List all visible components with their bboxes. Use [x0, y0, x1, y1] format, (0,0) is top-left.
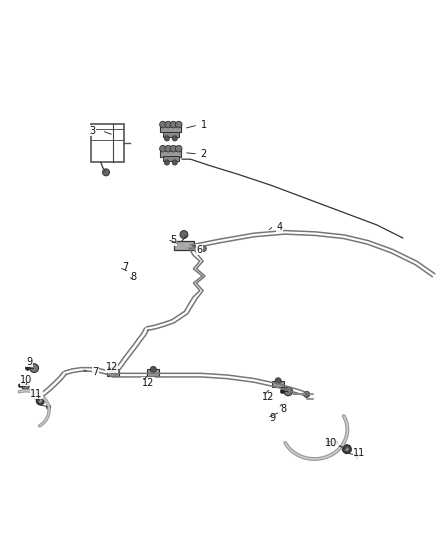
Text: 7: 7	[92, 367, 99, 377]
Circle shape	[326, 441, 329, 445]
Text: 12: 12	[142, 377, 154, 387]
Circle shape	[172, 160, 177, 165]
Circle shape	[21, 382, 29, 390]
Circle shape	[18, 384, 22, 387]
Text: 5: 5	[170, 235, 176, 245]
FancyBboxPatch shape	[163, 132, 179, 137]
Text: 8: 8	[131, 272, 137, 282]
Text: 6: 6	[196, 245, 202, 255]
FancyBboxPatch shape	[163, 156, 179, 161]
FancyBboxPatch shape	[174, 241, 194, 250]
Text: 7: 7	[122, 262, 128, 272]
Circle shape	[329, 439, 337, 447]
Circle shape	[175, 146, 182, 152]
FancyBboxPatch shape	[272, 381, 284, 387]
Text: 9: 9	[27, 357, 33, 367]
Circle shape	[159, 122, 166, 128]
Text: 1: 1	[201, 120, 207, 130]
Text: 3: 3	[89, 126, 95, 136]
FancyBboxPatch shape	[160, 149, 181, 157]
Circle shape	[343, 445, 351, 454]
Circle shape	[275, 378, 281, 384]
Circle shape	[304, 391, 310, 398]
Text: 8: 8	[281, 404, 287, 414]
Circle shape	[200, 246, 206, 252]
Circle shape	[39, 399, 42, 403]
Circle shape	[280, 389, 285, 393]
Circle shape	[164, 160, 170, 165]
Circle shape	[172, 136, 177, 141]
Circle shape	[345, 447, 349, 451]
Circle shape	[170, 122, 177, 128]
Circle shape	[355, 454, 359, 458]
Circle shape	[165, 146, 172, 152]
Circle shape	[36, 397, 44, 405]
Text: 2: 2	[201, 149, 207, 159]
Circle shape	[110, 366, 116, 373]
FancyBboxPatch shape	[147, 369, 159, 376]
Text: 11: 11	[30, 389, 42, 399]
Text: 12: 12	[106, 362, 118, 372]
Circle shape	[30, 364, 39, 373]
Text: 10: 10	[325, 438, 337, 448]
Circle shape	[175, 122, 182, 128]
Circle shape	[102, 169, 110, 176]
Circle shape	[159, 146, 166, 152]
FancyBboxPatch shape	[160, 125, 181, 133]
Circle shape	[180, 231, 188, 238]
FancyBboxPatch shape	[107, 369, 119, 376]
Circle shape	[25, 366, 30, 370]
Circle shape	[164, 136, 170, 141]
Text: 9: 9	[269, 414, 276, 424]
Circle shape	[170, 146, 177, 152]
Circle shape	[165, 122, 172, 128]
Circle shape	[150, 366, 156, 373]
Circle shape	[46, 405, 51, 409]
Circle shape	[284, 387, 293, 395]
Text: 12: 12	[262, 392, 274, 402]
Text: 11: 11	[353, 448, 365, 458]
Text: 4: 4	[276, 222, 283, 232]
Text: 10: 10	[20, 375, 32, 385]
